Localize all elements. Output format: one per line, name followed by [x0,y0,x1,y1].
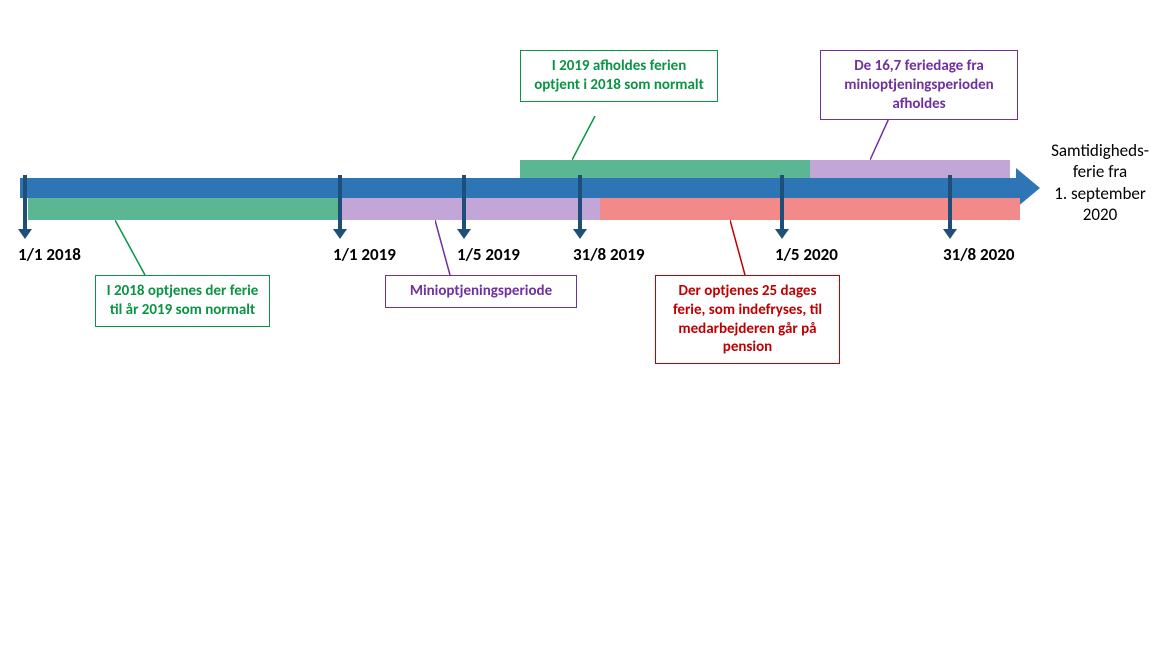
tick-3 [578,175,582,230]
bottom-segment-0 [28,198,338,220]
tick-label-5: 31/8 2020 [943,244,1014,265]
bottom-segment-2 [600,198,1020,220]
top-segment-0 [520,160,810,178]
leader-line [730,220,747,277]
tick-label-2: 1/5 2019 [457,244,520,265]
tick-label-4: 1/5 2020 [775,244,838,265]
tick-5 [948,175,952,230]
leader-line [870,116,892,162]
tick-0 [23,175,27,230]
callout-bot-red: Der optjenes 25 dages ferie, som indefry… [655,275,840,364]
leader-line [435,220,452,277]
callout-top-purple: De 16,7 feriedage fra minioptjeningsperi… [820,50,1018,120]
callout-bot-purple: Minioptjeningsperiode [385,275,577,308]
top-segment-1 [810,160,1010,178]
end-label: Samtidigheds-ferie fra1. september2020 [1040,140,1160,225]
callout-bot-green: I 2018 optjenes der ferie til år 2019 so… [95,275,270,327]
tick-label-3: 31/8 2019 [573,244,644,265]
tick-label-1: 1/1 2019 [333,244,396,265]
leader-line [115,220,147,277]
bottom-segment-1 [340,198,600,220]
timeline-arrow [20,178,1040,198]
tick-4 [780,175,784,230]
tick-1 [338,175,342,230]
callout-top-green: I 2019 afholdes ferien optjent i 2018 so… [520,50,718,102]
leader-line [572,116,597,162]
tick-label-0: 1/1 2018 [18,244,81,265]
tick-2 [462,175,466,230]
